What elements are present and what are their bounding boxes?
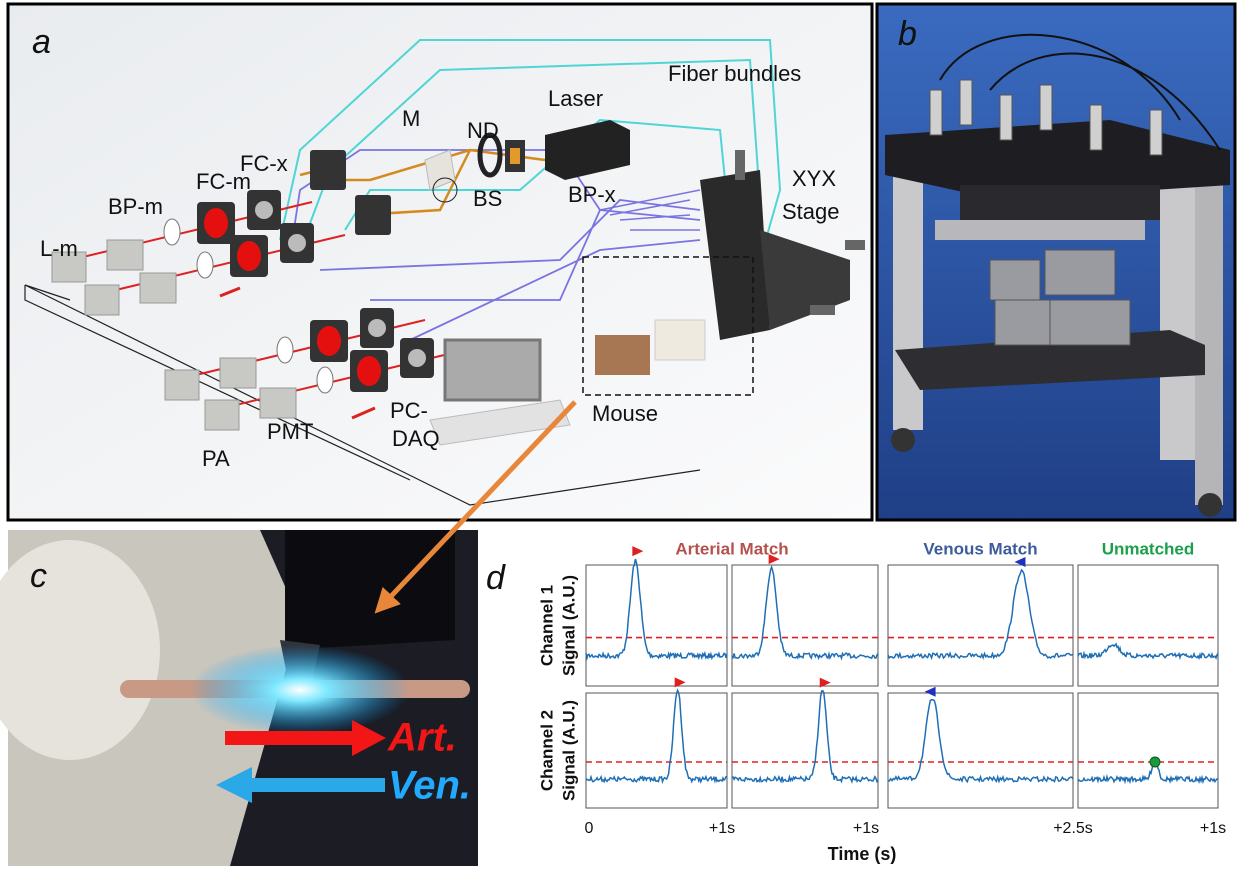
subplot-frame [888,565,1073,686]
optic-post [1090,105,1102,150]
subplot-frame [732,565,878,686]
peak-marker [1150,757,1160,767]
lens [197,252,213,278]
component-label: Fiber bundles [668,61,801,86]
figure: aFiber bundlesLaserMFC-xNDFC-mBP-mL-mBSB… [0,0,1239,869]
probe-box [285,530,455,650]
row-label: Signal (A.U.) [559,575,578,676]
subplot-frame [888,693,1073,808]
fc-m-core [408,349,426,367]
component-label: PA [202,446,230,471]
component-label: BP-m [108,194,163,219]
panel-label: a [32,23,51,61]
glow [190,645,410,735]
daq-box [1050,300,1130,345]
component-label: L-m [40,236,78,261]
fc-x [355,195,391,235]
monitor [445,340,540,400]
x-tick-label: +2.5s [1053,820,1093,837]
fc-m-core [255,201,273,219]
pmt-block [140,273,176,303]
panel-label: d [486,559,506,597]
panel-label: c [30,557,47,595]
component-label: M [402,106,420,131]
art-label: Art. [387,716,457,760]
optic-post [930,90,942,135]
lens [164,219,180,245]
bp-m-core [237,241,261,271]
component-label: Mouse [592,401,658,426]
stage-knob [735,150,745,180]
x-tick-label: 0 [585,820,594,837]
wheel [1198,493,1222,517]
wheel [891,428,915,452]
row-label: Channel 2 [537,710,556,791]
x-tick-label: +1s [709,820,735,837]
bp-m-core [204,208,228,238]
daq-box [1045,250,1115,295]
subplot-frame [1078,565,1218,686]
mouse-holder [655,320,705,360]
column-title: Venous Match [923,539,1037,558]
subplot-frame [1078,693,1218,808]
bp-m-core [317,326,341,356]
fc-x [310,150,346,190]
x-tick-label: +1s [853,820,879,837]
fc-m-core [288,234,306,252]
optic-post [960,80,972,125]
component-label: PC- [390,398,428,423]
subplot-frame [732,693,878,808]
panel-label: b [898,15,917,53]
pmt-block [260,388,296,418]
leg [1195,175,1223,505]
component-label: FC-m [196,169,251,194]
component-label: BP-x [568,182,616,207]
pa-block [85,285,119,315]
bp-x-core [510,148,520,164]
bp-m-core [357,356,381,386]
component-label: DAQ [392,426,440,451]
subplot-frame [586,693,727,808]
optic-post [1040,85,1052,130]
pmt-block [220,358,256,388]
component-label: BS [473,186,502,211]
leg [893,160,923,430]
row-label: Channel 1 [537,585,556,666]
daq-box [990,260,1040,300]
pa-block [205,400,239,430]
stage-knob [810,305,835,315]
optic-post [1000,95,1012,140]
subplot-frame [586,565,727,686]
lens [317,367,333,393]
page: { "panel_a": { "label": "a", "components… [0,0,1239,869]
ven-label: Ven. [388,764,471,808]
fc-m-core [368,319,386,337]
stage-knob [845,240,865,250]
table-front [960,185,1160,220]
component-label: XYX [792,166,836,191]
pmt-block [107,240,143,270]
row-label: Signal (A.U.) [559,700,578,801]
component-label: ND [467,118,499,143]
leg [1160,170,1200,460]
component-label: Laser [548,86,603,111]
lens [277,337,293,363]
component-label: Stage [782,199,840,224]
column-title: Unmatched [1102,539,1195,558]
x-tick-label: +1s [1200,820,1226,837]
shelf-support [935,220,1145,240]
component-label: PMT [267,419,313,444]
pa-block [165,370,199,400]
daq-box [995,300,1050,345]
x-title: Time (s) [828,844,897,864]
peak-marker [632,546,643,556]
optic-post [1150,110,1162,155]
mouse-body [595,335,650,375]
